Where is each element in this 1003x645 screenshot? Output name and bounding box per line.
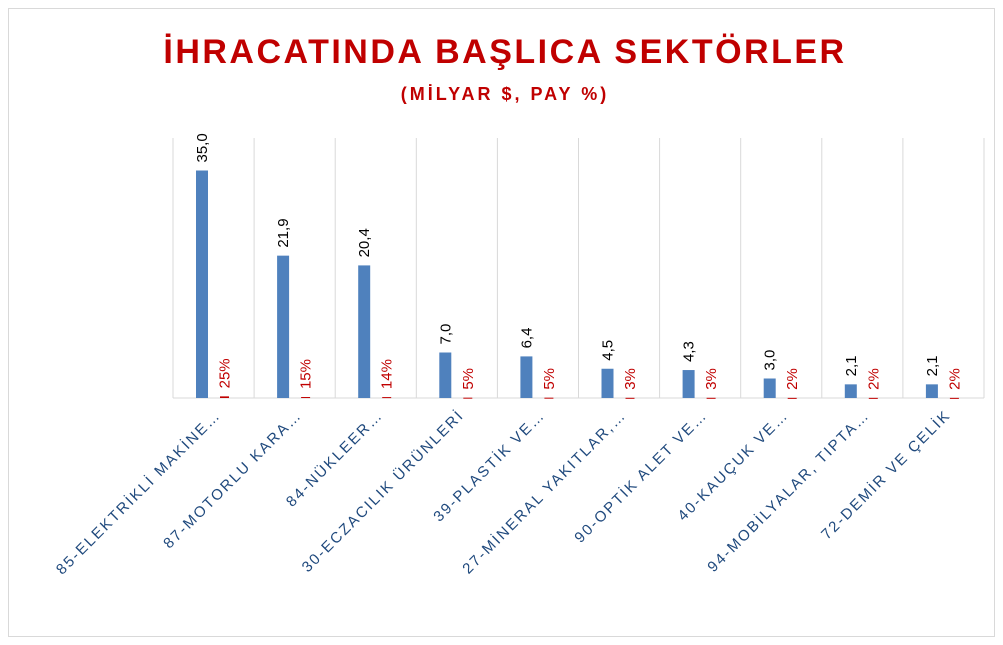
data-label: 35,0 xyxy=(194,133,211,162)
bar xyxy=(925,384,938,398)
data-label: 25% xyxy=(217,358,234,388)
data-label: 21,9 xyxy=(275,218,292,247)
data-label: 2% xyxy=(784,368,801,390)
bar xyxy=(682,370,695,398)
bar xyxy=(463,397,473,399)
data-label: 5% xyxy=(460,368,477,390)
data-label: 15% xyxy=(298,359,315,389)
data-label: 2,1 xyxy=(924,355,941,376)
data-label: 3% xyxy=(703,368,720,390)
bar xyxy=(301,397,311,399)
bar xyxy=(787,397,797,399)
bar xyxy=(844,384,857,398)
bar xyxy=(382,397,392,399)
bar xyxy=(544,397,554,399)
bar xyxy=(196,170,208,398)
data-label: 3% xyxy=(622,368,639,390)
bar xyxy=(439,352,452,398)
bar xyxy=(520,356,533,398)
data-label: 3,0 xyxy=(762,350,779,371)
data-label: 2,1 xyxy=(843,355,860,376)
bar xyxy=(601,368,614,398)
bar xyxy=(358,265,371,398)
chart-subtitle: (MİLYAR $, PAY %) xyxy=(401,84,609,104)
data-label: 7,0 xyxy=(437,324,454,345)
bar xyxy=(220,396,229,398)
chart-title: İHRACATINDA BAŞLICA SEKTÖRLER xyxy=(163,33,846,71)
data-label: 5% xyxy=(541,368,558,390)
data-label: 2% xyxy=(865,368,882,390)
data-label: 20,4 xyxy=(356,228,373,257)
bar xyxy=(868,397,878,399)
bar xyxy=(763,378,776,398)
data-label: 6,4 xyxy=(518,328,535,349)
data-label: 14% xyxy=(379,359,396,389)
bar xyxy=(625,397,635,399)
data-label: 4,3 xyxy=(681,341,698,362)
data-label: 4,5 xyxy=(600,340,617,361)
data-label: 2% xyxy=(946,368,963,390)
bar xyxy=(277,255,290,398)
bar xyxy=(706,397,716,399)
bar xyxy=(949,397,959,399)
